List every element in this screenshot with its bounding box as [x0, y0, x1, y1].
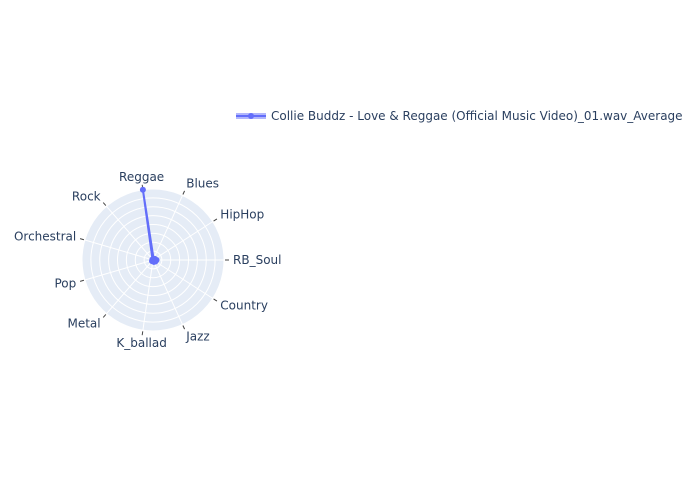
angular-axis-labels: RB_Soul HipHop Blues Reggae Rock Orchestral Po… [14, 170, 282, 350]
angular-gridline [152, 221, 213, 261]
data-point-reggae [139, 186, 146, 193]
legend[interactable]: Collie Buddz - Love & Reggae (Official M… [236, 109, 683, 123]
axis-label-blues: Blues [186, 177, 219, 191]
data-point-country [152, 258, 159, 265]
angular-gridline [106, 259, 154, 314]
angular-gridline [84, 239, 154, 261]
angular-tick [213, 218, 218, 222]
angular-tick [102, 202, 107, 206]
angular-tick [79, 238, 85, 241]
angular-tick [79, 279, 85, 282]
angular-gridlines [84, 189, 224, 331]
axis-label-k_ballad: K_ballad [116, 336, 166, 350]
series-layer [139, 186, 160, 265]
angular-gridline [84, 259, 154, 281]
axis-label-pop: Pop [54, 277, 76, 291]
axis-label-jazz: Jazz [185, 329, 210, 343]
angular-gridline [152, 259, 213, 299]
legend-swatch-marker [248, 113, 254, 119]
axis-label-metal: Metal [67, 316, 100, 330]
axis-label-reggae: Reggae [119, 170, 164, 184]
angular-gridline [152, 195, 183, 261]
polar-plot: RB_Soul HipHop Blues Reggae Rock Orchestral Po… [14, 170, 282, 350]
axis-label-hiphop: HipHop [220, 208, 264, 222]
angular-gridline [152, 259, 183, 325]
angular-tick [141, 331, 144, 336]
angular-tick [102, 314, 107, 318]
angular-ticks [79, 184, 229, 336]
angular-tick [182, 325, 186, 330]
angular-tick [182, 190, 186, 195]
axis-label-rock: Rock [72, 190, 101, 204]
legend-entry-label: Collie Buddz - Love & Reggae (Official M… [271, 109, 683, 123]
angular-gridline [142, 259, 154, 331]
axis-label-rb_soul: RB_Soul [233, 253, 281, 267]
axis-label-country: Country [220, 298, 268, 312]
angular-gridline [106, 206, 154, 261]
axis-label-orchestral: Orchestral [14, 229, 76, 243]
angular-tick [213, 298, 218, 302]
